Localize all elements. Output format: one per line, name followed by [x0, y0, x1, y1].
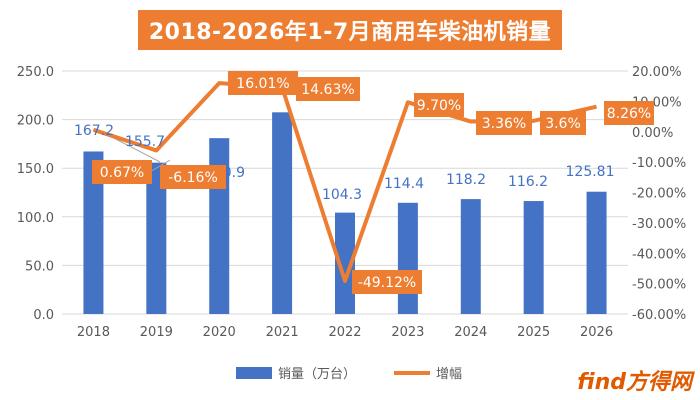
growth-label-box	[296, 77, 360, 101]
bar	[460, 199, 481, 314]
growth-label-box	[228, 71, 298, 95]
y-right-tick-label: -60.00%	[632, 308, 686, 323]
label-leader-line	[107, 134, 161, 163]
growth-label-box	[414, 93, 464, 117]
y-left-tick-label: 250.0	[17, 65, 54, 80]
bar	[397, 202, 418, 314]
bar	[146, 162, 167, 314]
bar-value-label: 116.2	[508, 174, 548, 190]
y-right-tick-label: 20.00%	[632, 65, 682, 80]
growth-label-box	[92, 160, 152, 184]
y-right-tick-label: 0.00%	[632, 126, 673, 141]
bar-value-label: 167.2	[74, 123, 114, 139]
y-left-tick-label: 150.0	[17, 162, 54, 177]
y-left-tick-label: 0.0	[33, 308, 54, 323]
chart-title-box: 2018-2026年1-7月商用车柴油机销量	[138, 10, 562, 50]
growth-label-box	[476, 111, 532, 135]
growth-value-label: 9.70%	[417, 98, 461, 114]
x-tick-label: 2018	[77, 325, 110, 340]
chart-title: 2018-2026年1-7月商用车柴油机销量	[148, 20, 552, 45]
bar-value-label: 104.3	[322, 187, 362, 203]
growth-label-box	[352, 270, 422, 294]
legend-label-bar: 销量（万台）	[278, 367, 356, 382]
x-tick-label: 2024	[454, 325, 487, 340]
y-left-tick-label: 100.0	[17, 211, 54, 226]
x-tick-label: 2019	[140, 325, 173, 340]
bar	[586, 191, 607, 314]
y-right-tick-label: -30.00%	[632, 217, 686, 232]
x-tick-label: 2025	[517, 325, 550, 340]
y-left-tick-label: 200.0	[17, 114, 54, 129]
x-tick-label: 2022	[328, 325, 361, 340]
growth-label-box	[604, 101, 654, 125]
growth-value-label: 16.01%	[236, 76, 289, 92]
y-right-tick-label: -20.00%	[632, 187, 686, 202]
x-tick-label: 2021	[266, 325, 299, 340]
x-tick-label: 2023	[391, 325, 424, 340]
watermark-logo: find方得网	[577, 370, 692, 395]
x-tick-label: 2026	[580, 325, 613, 340]
y-left-tick-label: 50.0	[25, 259, 54, 274]
bar-value-label: 125.81	[566, 164, 615, 180]
bar	[523, 201, 544, 314]
bar	[83, 151, 104, 314]
y-right-tick-label: -50.00%	[632, 278, 686, 293]
bar	[335, 212, 355, 314]
bar	[272, 112, 293, 314]
bar-value-label: 155.7	[125, 134, 165, 150]
growth-value-label: 8.26%	[607, 106, 651, 122]
bar-value-label: 114.4	[384, 176, 424, 192]
growth-value-label: -6.16%	[168, 170, 218, 186]
growth-value-label: -49.12%	[358, 275, 416, 291]
legend-swatch-bar	[236, 367, 272, 379]
growth-label-box	[540, 111, 586, 135]
growth-value-label: 3.36%	[482, 116, 526, 132]
growth-value-label: 14.63%	[301, 82, 354, 98]
x-tick-label: 2020	[203, 325, 236, 340]
growth-value-label: 3.6%	[545, 116, 581, 132]
growth-label-box	[160, 165, 226, 189]
legend-label-line: 增幅	[436, 367, 462, 382]
y-right-tick-label: -10.00%	[632, 156, 686, 171]
y-right-tick-label: -40.00%	[632, 247, 686, 262]
growth-value-label: 0.67%	[100, 165, 144, 181]
bar-value-label: 118.2	[446, 172, 486, 188]
